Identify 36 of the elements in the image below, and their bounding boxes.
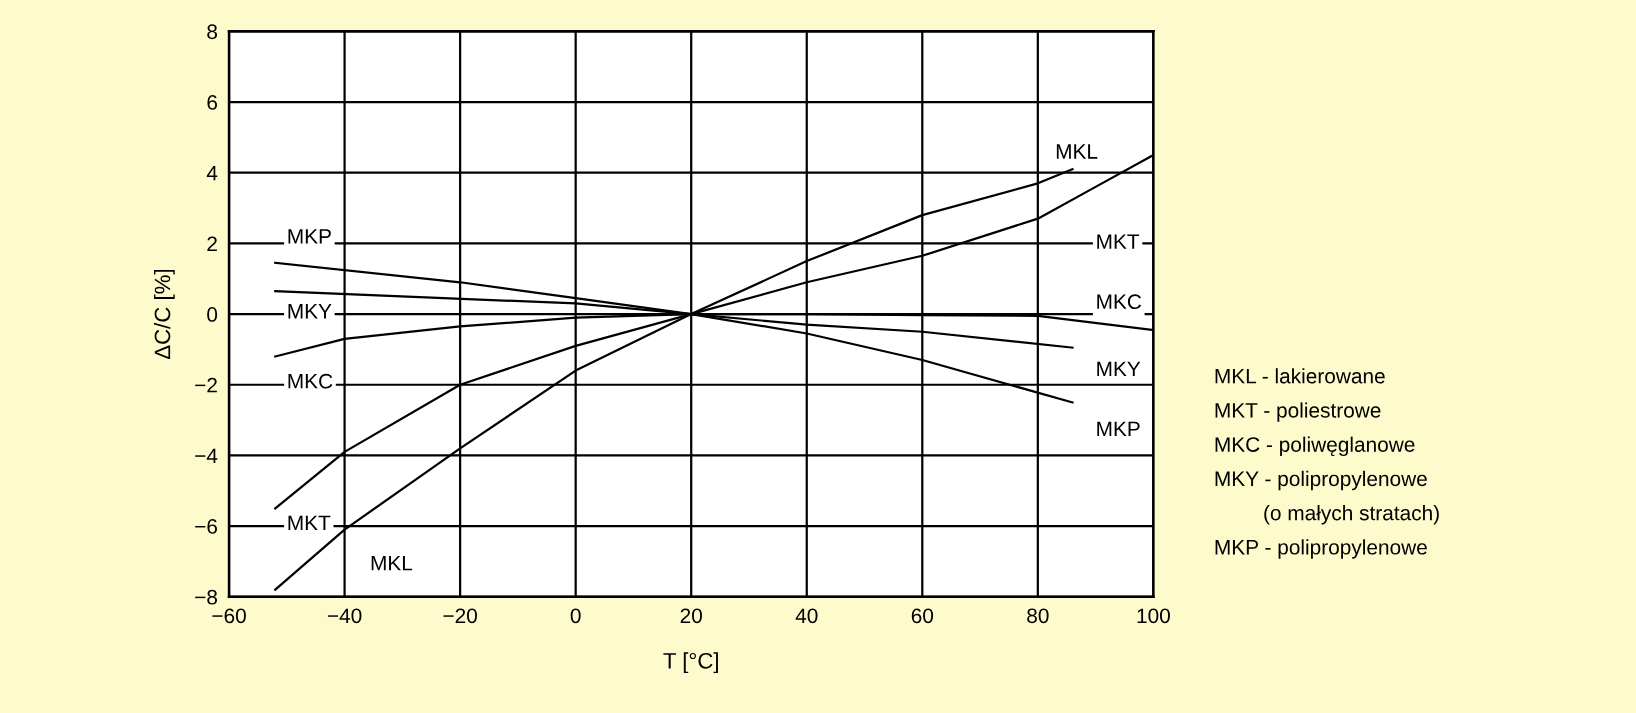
text: MKC - poliwęglanowe — [1215, 436, 1415, 457]
text: (o małych stratach) — [1264, 505, 1439, 525]
y-tick-label: −4 — [195, 448, 218, 463]
text: MKC — [288, 373, 333, 389]
series-label: MKC — [1097, 294, 1142, 310]
x-tick-label: 100 — [1137, 608, 1170, 624]
text: MKL — [371, 556, 413, 571]
y-tick-label: −6 — [195, 519, 218, 534]
text: MKT - poliestrowe — [1215, 402, 1381, 422]
x-tick-label: 20 — [680, 608, 702, 624]
series-label: MKL — [1056, 144, 1098, 159]
text: MKL - lakierowane — [1215, 368, 1385, 384]
y-tick-label: −2 — [195, 377, 217, 393]
y-tick-label: −8 — [195, 589, 218, 605]
y-tick-label: 0 — [207, 307, 218, 322]
y-tick-label: 6 — [207, 95, 218, 110]
series-label: MKY — [288, 304, 332, 319]
series-label: MKT — [288, 515, 331, 531]
y-axis-title: ΔC/C [%] — [154, 269, 175, 360]
x-tick-label: −20 — [443, 608, 477, 624]
y-tick-label: 8 — [207, 24, 218, 40]
x-tick-label: 40 — [795, 608, 818, 624]
x-axis-title: T [°C] — [663, 652, 718, 674]
text: MKT — [1097, 234, 1140, 249]
text: MKY - polipropylenowe — [1215, 470, 1427, 491]
y-tick-label: 4 — [206, 165, 218, 181]
text: MKY — [1097, 361, 1141, 376]
series-label: MKP — [288, 229, 331, 244]
y-tick-label: 2 — [207, 236, 217, 251]
x-tick-label: −60 — [212, 608, 246, 624]
x-tick-label: 80 — [1027, 608, 1049, 624]
text: MKP — [1097, 421, 1140, 437]
x-tick-label: 0 — [570, 608, 581, 624]
text: MKP - polipropylenowe — [1215, 539, 1427, 559]
x-tick-label: 60 — [911, 608, 934, 624]
x-tick-label: −40 — [327, 608, 362, 624]
